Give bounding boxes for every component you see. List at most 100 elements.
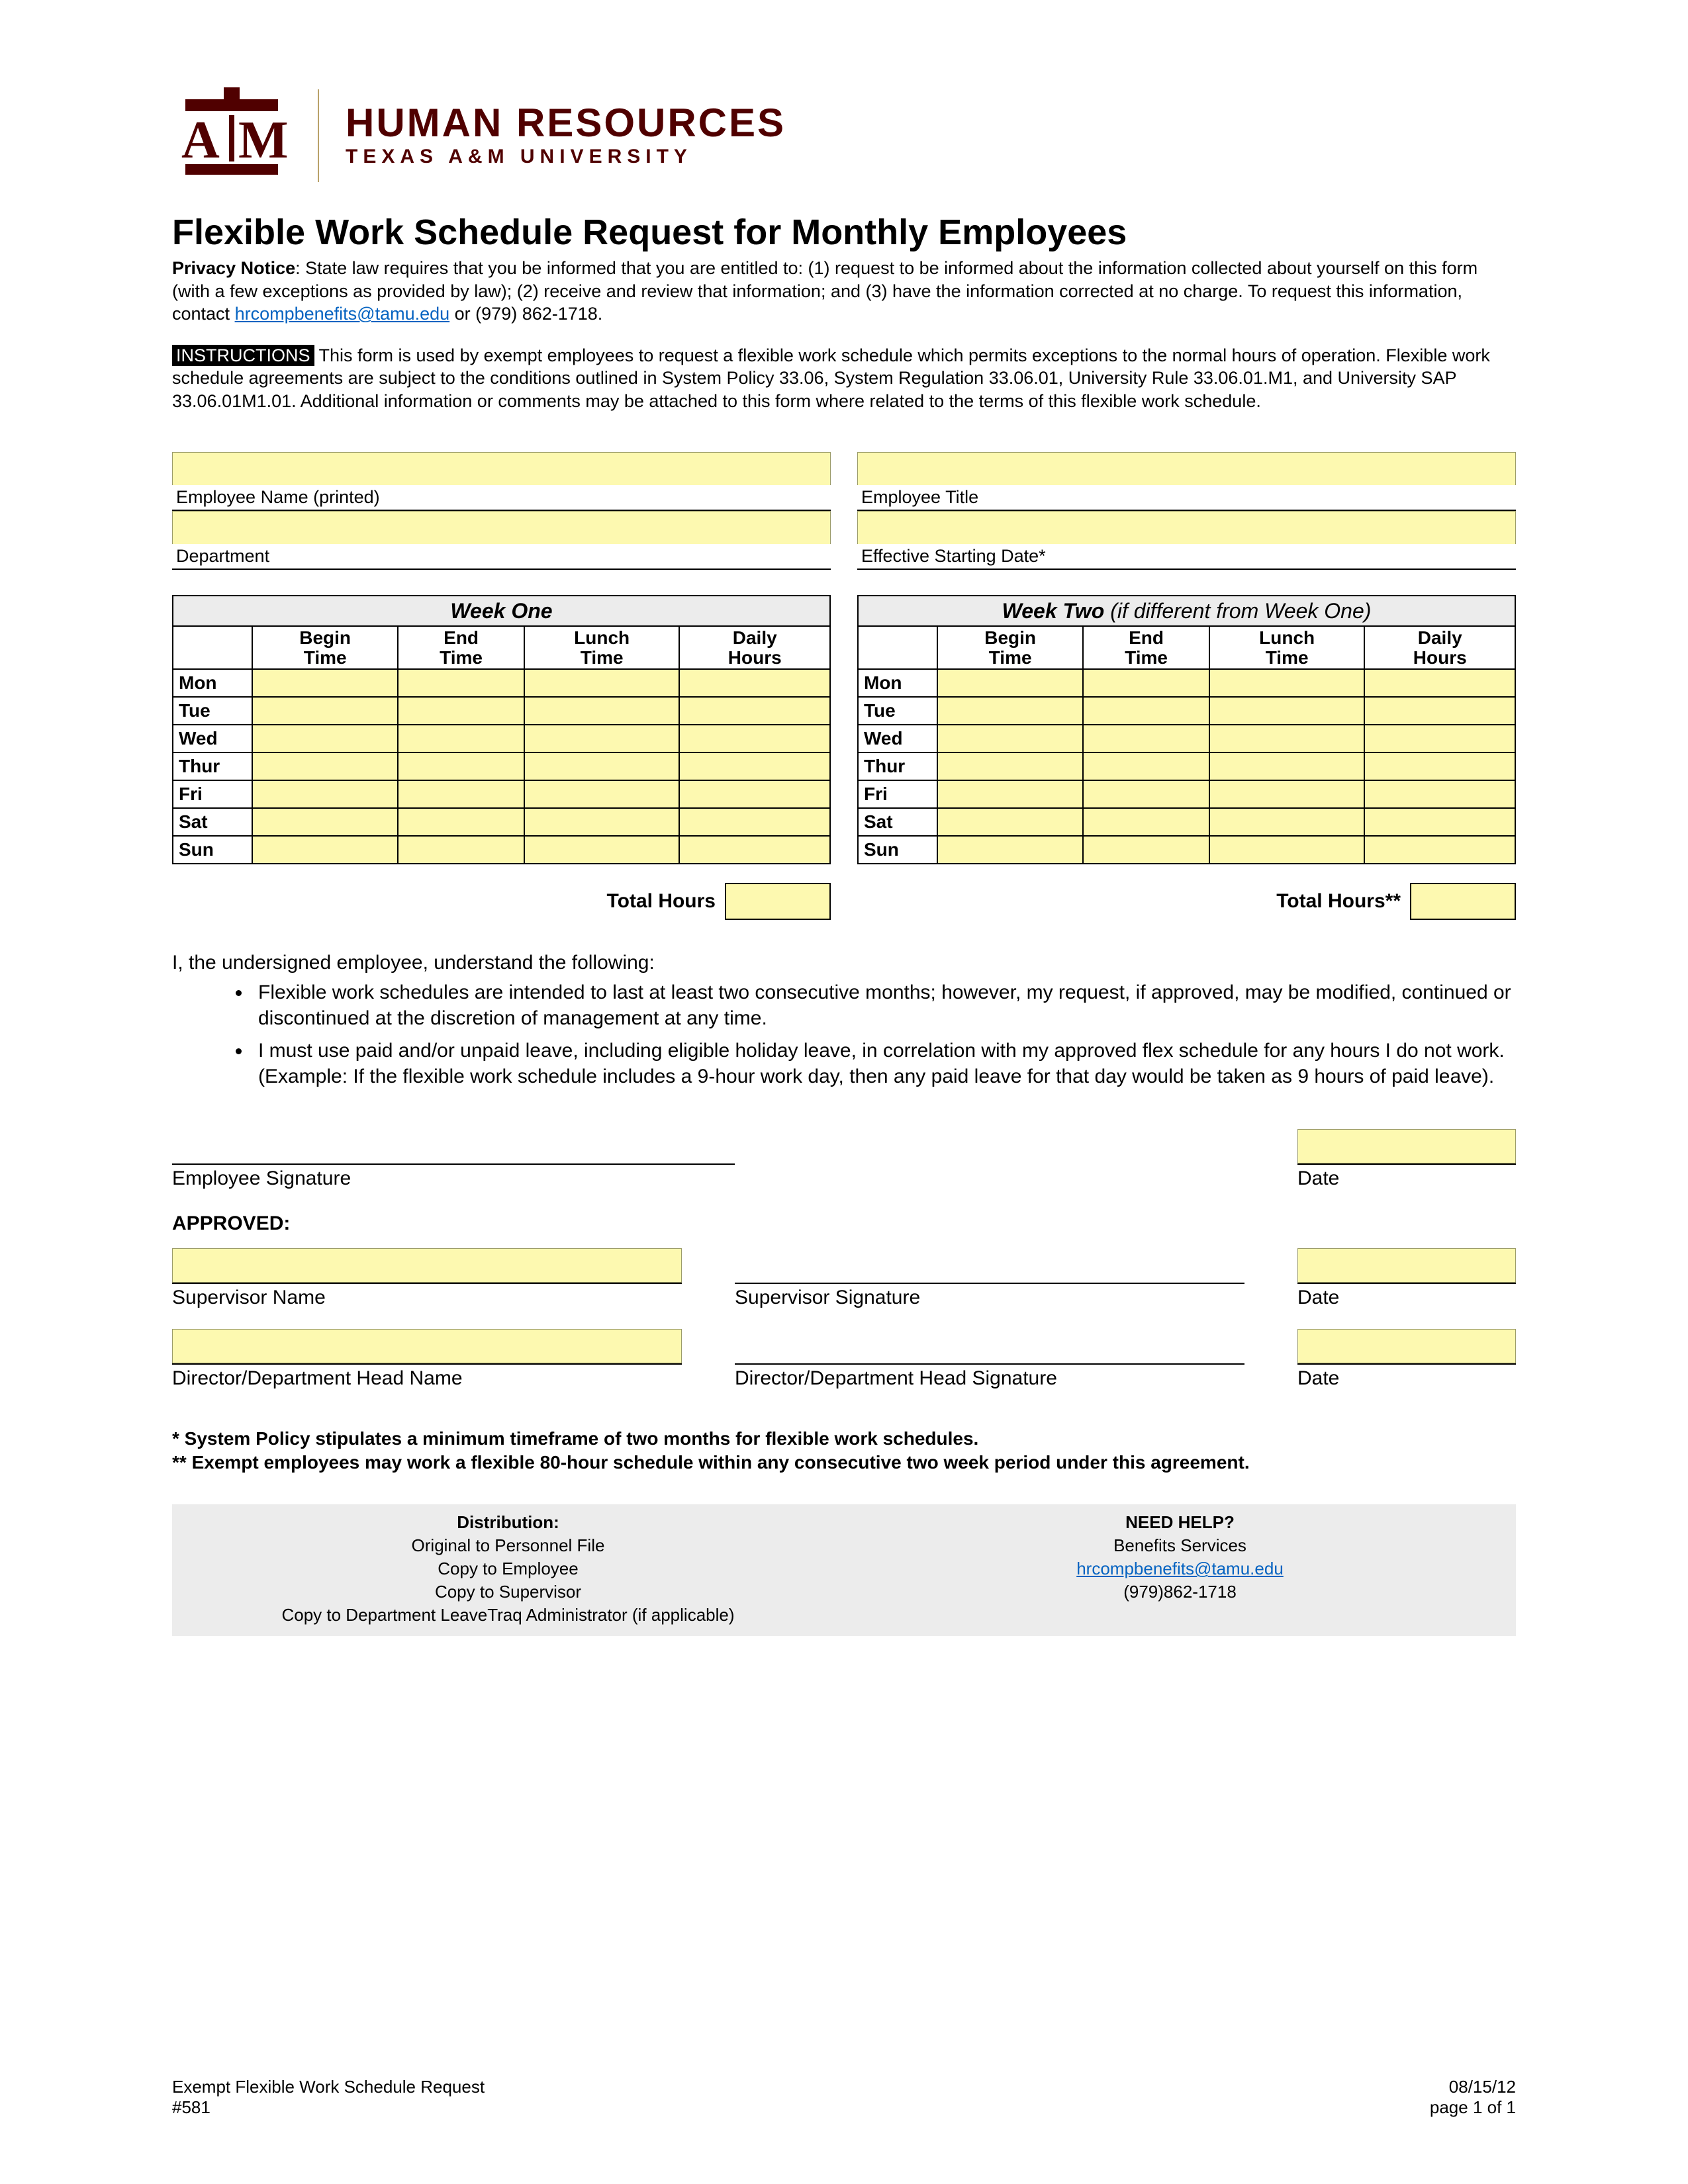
director-sig-label: Director/Department Head Signature	[735, 1365, 1244, 1390]
week-one-entry-input[interactable]	[679, 836, 830, 864]
week-two-entry-input[interactable]	[1364, 808, 1515, 836]
week-one-entry-input[interactable]	[252, 780, 398, 808]
table-row: Sun	[173, 836, 830, 864]
week-one-entry-input[interactable]	[398, 697, 524, 725]
week-two-entry-input[interactable]	[1209, 725, 1365, 752]
week-two-entry-input[interactable]	[937, 725, 1083, 752]
week-two-entry-input[interactable]	[1364, 752, 1515, 780]
week-two-entry-input[interactable]	[1209, 697, 1365, 725]
week-one-entry-input[interactable]	[524, 780, 680, 808]
footer-left-2: #581	[172, 2097, 211, 2117]
week-two-entry-input[interactable]	[937, 697, 1083, 725]
week-two-entry-input[interactable]	[1364, 780, 1515, 808]
week-two-entry-input[interactable]	[1209, 836, 1365, 864]
week-one-entry-input[interactable]	[398, 836, 524, 864]
week-one-entry-input[interactable]	[679, 697, 830, 725]
week-one-entry-input[interactable]	[679, 752, 830, 780]
sig-row-employee: Employee Signature Date	[172, 1129, 1516, 1190]
week-two-entry-input[interactable]	[1083, 725, 1209, 752]
week-two-entry-input[interactable]	[1209, 808, 1365, 836]
week-one-entry-input[interactable]	[252, 808, 398, 836]
supervisor-name-cell: Supervisor Name	[172, 1248, 682, 1309]
sig-row-supervisor: Supervisor Name Supervisor Signature Dat…	[172, 1248, 1516, 1309]
week-one-entry-input[interactable]	[398, 808, 524, 836]
week-two-entry-input[interactable]	[1083, 752, 1209, 780]
week-one-entry-input[interactable]	[252, 836, 398, 864]
week-one-entry-input[interactable]	[524, 725, 680, 752]
week-two-day-label: Thur	[858, 752, 937, 780]
week-two-entry-input[interactable]	[937, 780, 1083, 808]
week-two-total-label: Total Hours**	[1276, 890, 1401, 913]
week-one-entry-input[interactable]	[524, 808, 680, 836]
dist-line-3: Copy to Supervisor	[435, 1582, 581, 1602]
table-row: Sun	[858, 836, 1515, 864]
department-input[interactable]	[172, 511, 831, 544]
week-one-entry-input[interactable]	[524, 669, 680, 697]
employee-name-input[interactable]	[172, 452, 831, 485]
week-two-entry-input[interactable]	[1083, 808, 1209, 836]
week-one-total-input[interactable]	[725, 883, 831, 920]
week-two-entry-input[interactable]	[937, 808, 1083, 836]
table-row: Tue	[858, 697, 1515, 725]
week-two-entry-input[interactable]	[1209, 669, 1365, 697]
employee-title-input[interactable]	[857, 452, 1516, 485]
week-one-entry-input[interactable]	[398, 669, 524, 697]
week-two-entry-input[interactable]	[1364, 669, 1515, 697]
week-two-entry-input[interactable]	[937, 752, 1083, 780]
week-one-col-lunch: LunchTime	[524, 626, 680, 669]
distribution-col: Distribution: Original to Personnel File…	[172, 1511, 844, 1627]
week-two-entry-input[interactable]	[1209, 780, 1365, 808]
footer-right-2: page 1 of 1	[1430, 2097, 1516, 2117]
effective-date-input[interactable]	[857, 511, 1516, 544]
week-two-entry-input[interactable]	[1364, 836, 1515, 864]
week-one-entry-input[interactable]	[679, 725, 830, 752]
week-two-day-label: Sat	[858, 808, 937, 836]
week-one-entry-input[interactable]	[679, 780, 830, 808]
week-one-entry-input[interactable]	[398, 752, 524, 780]
week-two-entry-input[interactable]	[1364, 725, 1515, 752]
week-one-entry-input[interactable]	[524, 836, 680, 864]
week-one-entry-input[interactable]	[679, 669, 830, 697]
week-one-day-label: Tue	[173, 697, 252, 725]
week-one-entry-input[interactable]	[252, 697, 398, 725]
director-name-input[interactable]	[172, 1329, 682, 1363]
week-two-entry-input[interactable]	[937, 669, 1083, 697]
help-email-link[interactable]: hrcompbenefits@tamu.edu	[1076, 1559, 1284, 1578]
week-two-col-begin: BeginTime	[937, 626, 1083, 669]
week-one-entry-input[interactable]	[679, 808, 830, 836]
employee-name-cell: Employee Name (printed)	[172, 452, 831, 511]
week-two-entry-input[interactable]	[1083, 669, 1209, 697]
instructions: INSTRUCTIONS This form is used by exempt…	[172, 344, 1516, 413]
week-one-day-label: Sat	[173, 808, 252, 836]
logo-divider	[318, 89, 319, 182]
week-one-entry-input[interactable]	[252, 669, 398, 697]
week-one-entry-input[interactable]	[524, 697, 680, 725]
supervisor-name-label: Supervisor Name	[172, 1284, 682, 1309]
week-one-entry-input[interactable]	[252, 725, 398, 752]
week-one-entry-input[interactable]	[398, 725, 524, 752]
director-date-input[interactable]	[1297, 1329, 1516, 1363]
week-two-total-row: Total Hours**	[857, 883, 1516, 920]
week-one-entry-input[interactable]	[252, 752, 398, 780]
privacy-email-link[interactable]: hrcompbenefits@tamu.edu	[235, 304, 450, 324]
week-one-entry-input[interactable]	[398, 780, 524, 808]
week-two-day-label: Tue	[858, 697, 937, 725]
week-two-total-input[interactable]	[1410, 883, 1516, 920]
week-two-entry-input[interactable]	[1083, 780, 1209, 808]
week-two-entry-input[interactable]	[1364, 697, 1515, 725]
week-two-entry-input[interactable]	[1083, 836, 1209, 864]
week-two-entry-input[interactable]	[937, 836, 1083, 864]
footnote-2: ** Exempt employees may work a flexible …	[172, 1451, 1516, 1475]
table-row: Fri	[173, 780, 830, 808]
employee-sig-date-input[interactable]	[1297, 1129, 1516, 1163]
week-two-entry-input[interactable]	[1209, 752, 1365, 780]
week-one-block: Week One BeginTime EndTime LunchTime Dai…	[172, 595, 831, 920]
supervisor-name-input[interactable]	[172, 1248, 682, 1283]
dist-line-4: Copy to Department LeaveTraq Administrat…	[281, 1605, 734, 1625]
week-two-entry-input[interactable]	[1083, 697, 1209, 725]
supervisor-date-input[interactable]	[1297, 1248, 1516, 1283]
weeks-container: Week One BeginTime EndTime LunchTime Dai…	[172, 595, 1516, 920]
help-phone: (979)862-1718	[1123, 1582, 1237, 1602]
department-label: Department	[172, 544, 831, 569]
week-one-entry-input[interactable]	[524, 752, 680, 780]
